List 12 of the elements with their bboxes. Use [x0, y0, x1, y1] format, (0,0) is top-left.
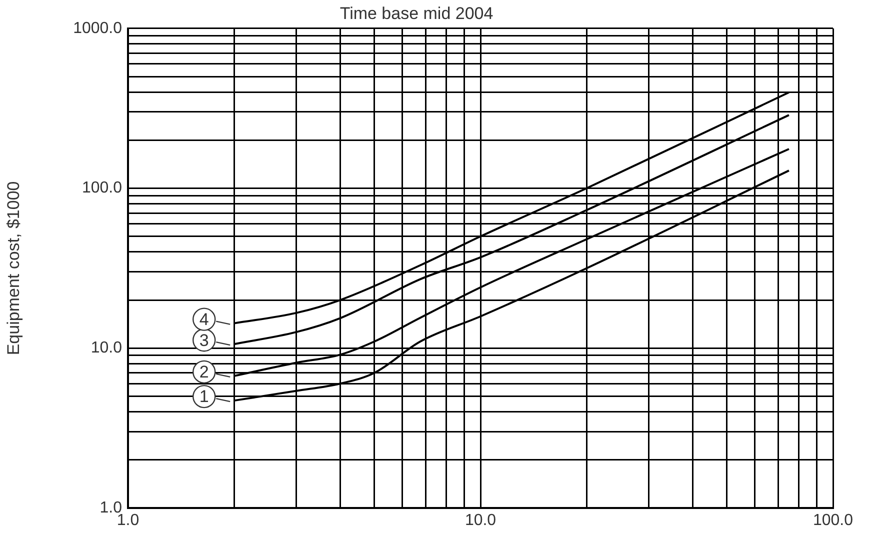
- x-tick-label: 100.0: [812, 512, 854, 530]
- series-label: 1: [199, 387, 209, 406]
- y-tick-label: 100.0: [82, 180, 122, 197]
- chart-title: Time base mid 2004: [340, 4, 494, 23]
- y-tick-label: 1000.0: [73, 20, 122, 37]
- y-axis-title: Equipment cost, $1000: [4, 181, 23, 356]
- series-label: 3: [199, 330, 209, 350]
- x-tick-label: 1.0: [116, 512, 140, 530]
- series-label: 4: [199, 310, 209, 329]
- y-tick-label: 10.0: [90, 340, 122, 357]
- x-tick-label: 10.0: [464, 512, 496, 530]
- series-label: 2: [199, 362, 209, 382]
